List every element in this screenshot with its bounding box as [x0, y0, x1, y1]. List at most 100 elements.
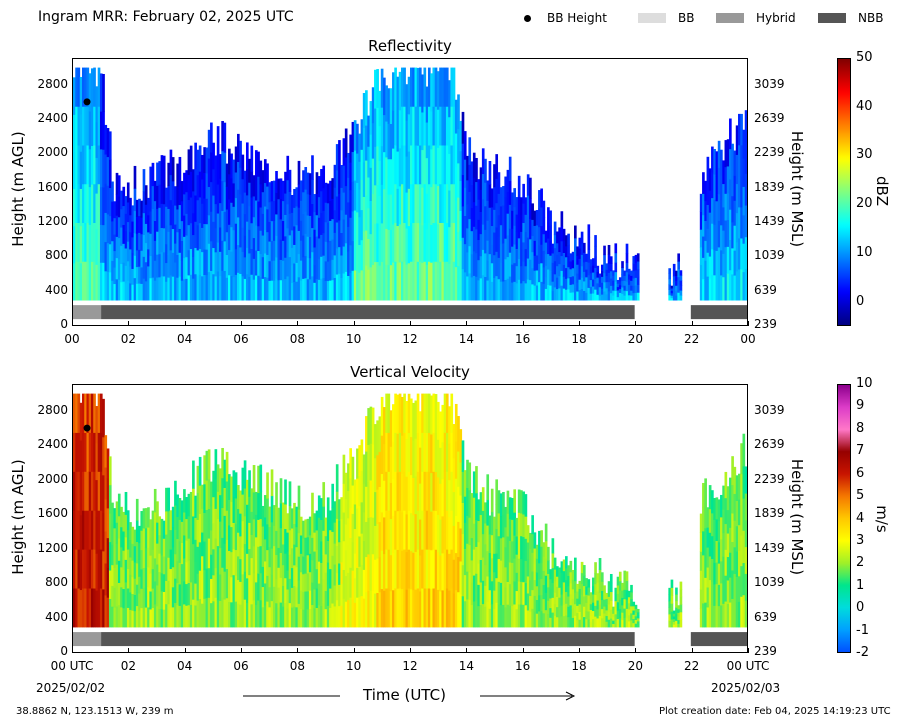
- echo-cell: [120, 506, 123, 528]
- echo-cell: [308, 553, 312, 573]
- echo-cell: [389, 554, 393, 592]
- echo-cell: [466, 276, 469, 301]
- echo-cell: [308, 608, 312, 628]
- echo-cell: [445, 106, 449, 146]
- xtick-label: 08: [289, 332, 305, 346]
- echo-cell: [738, 499, 741, 526]
- echo-cell: [717, 220, 721, 248]
- echo-cell: [189, 514, 193, 538]
- echo-cell: [272, 200, 276, 221]
- echo-cell: [486, 499, 490, 526]
- echo-cell: [594, 594, 597, 606]
- echo-cell: [574, 250, 577, 264]
- echo-cell: [257, 600, 260, 628]
- echo-cell: [281, 180, 285, 202]
- echo-cell: [726, 580, 730, 604]
- echo-cell: [535, 544, 539, 559]
- echo-cell: [735, 183, 739, 214]
- echo-cell: [418, 261, 422, 301]
- echo-cell: [699, 264, 703, 283]
- echo-cell: [439, 447, 442, 484]
- reflectivity-title: Reflectivity: [368, 37, 452, 55]
- echo-cell: [533, 225, 537, 241]
- echo-cell: [335, 599, 339, 628]
- echo-cell: [122, 607, 126, 628]
- echo-cell: [104, 183, 108, 213]
- echo-cell: [511, 192, 514, 211]
- bright-band-segment-hybrid: [73, 305, 102, 320]
- echo-cell: [290, 508, 294, 529]
- echo-cell: [715, 275, 719, 301]
- echo-cell: [677, 284, 680, 293]
- echo-cell: [104, 241, 108, 272]
- echo-cell: [398, 109, 402, 149]
- echo-cell: [434, 106, 438, 146]
- echo-cell: [522, 491, 525, 515]
- echo-cell: [708, 532, 712, 557]
- echo-cell: [187, 199, 191, 226]
- echo-cell: [499, 537, 503, 561]
- echo-cell: [475, 573, 478, 601]
- echo-cell: [216, 184, 220, 214]
- echo-cell: [398, 432, 402, 472]
- echo-cell: [668, 587, 672, 595]
- echo-cell: [221, 210, 224, 241]
- echo-cell: [524, 582, 528, 606]
- echo-cell: [167, 231, 171, 255]
- echo-cell: [520, 535, 523, 560]
- echo-cell: [176, 560, 179, 584]
- echo-cell: [717, 193, 721, 221]
- legend-nbb: NBB: [818, 11, 883, 25]
- echo-cell: [261, 235, 265, 258]
- echo-cell: [407, 471, 411, 511]
- echo-cell: [234, 197, 238, 224]
- echo-cell: [187, 516, 191, 539]
- echo-cell: [147, 266, 150, 284]
- xtick-label: 14: [458, 659, 474, 673]
- echo-cell: [160, 518, 164, 538]
- echo-cell: [362, 454, 366, 484]
- echo-cell: [160, 275, 164, 301]
- echo-cell: [203, 569, 206, 599]
- echo-cell: [603, 281, 606, 292]
- echo-cell: [131, 221, 135, 238]
- echo-cell: [340, 540, 343, 563]
- echo-cell: [704, 552, 707, 578]
- echo-cell: [340, 165, 343, 188]
- echo-cell: [106, 448, 110, 479]
- echo-cell: [306, 257, 310, 280]
- echo-cell: [436, 551, 440, 590]
- echo-cell: [228, 474, 231, 500]
- echo-cell: [526, 576, 530, 594]
- echo-cell: [627, 284, 631, 291]
- echo-cell: [207, 186, 211, 216]
- echo-cell: [97, 432, 101, 472]
- echo-cell: [704, 602, 707, 628]
- echo-cell: [600, 599, 604, 610]
- echo-cell: [196, 546, 200, 574]
- echo-cell: [331, 259, 335, 281]
- echo-cell: [609, 609, 613, 619]
- echo-cell: [443, 261, 447, 301]
- echo-cell: [212, 168, 215, 196]
- echo-cell: [448, 116, 451, 154]
- echo-cell: [378, 521, 382, 558]
- echo-cell: [742, 271, 746, 301]
- echo-cell: [558, 587, 561, 598]
- echo-cell: [252, 492, 256, 520]
- echo-cell: [237, 161, 240, 190]
- echo-cell: [632, 292, 636, 301]
- echo-cell: [311, 492, 314, 516]
- echo-cell: [702, 193, 705, 216]
- echo-cell: [290, 247, 294, 266]
- echo-cell: [286, 179, 290, 205]
- echo-cell: [234, 172, 238, 199]
- echo-cell: [342, 192, 346, 220]
- echo-cell: [142, 169, 146, 192]
- echo-cell: [520, 604, 523, 628]
- echo-cell: [441, 515, 445, 554]
- echo-cell: [605, 598, 609, 605]
- echo-cell: [275, 506, 278, 531]
- echo-cell: [495, 553, 499, 579]
- echo-cell: [711, 581, 714, 605]
